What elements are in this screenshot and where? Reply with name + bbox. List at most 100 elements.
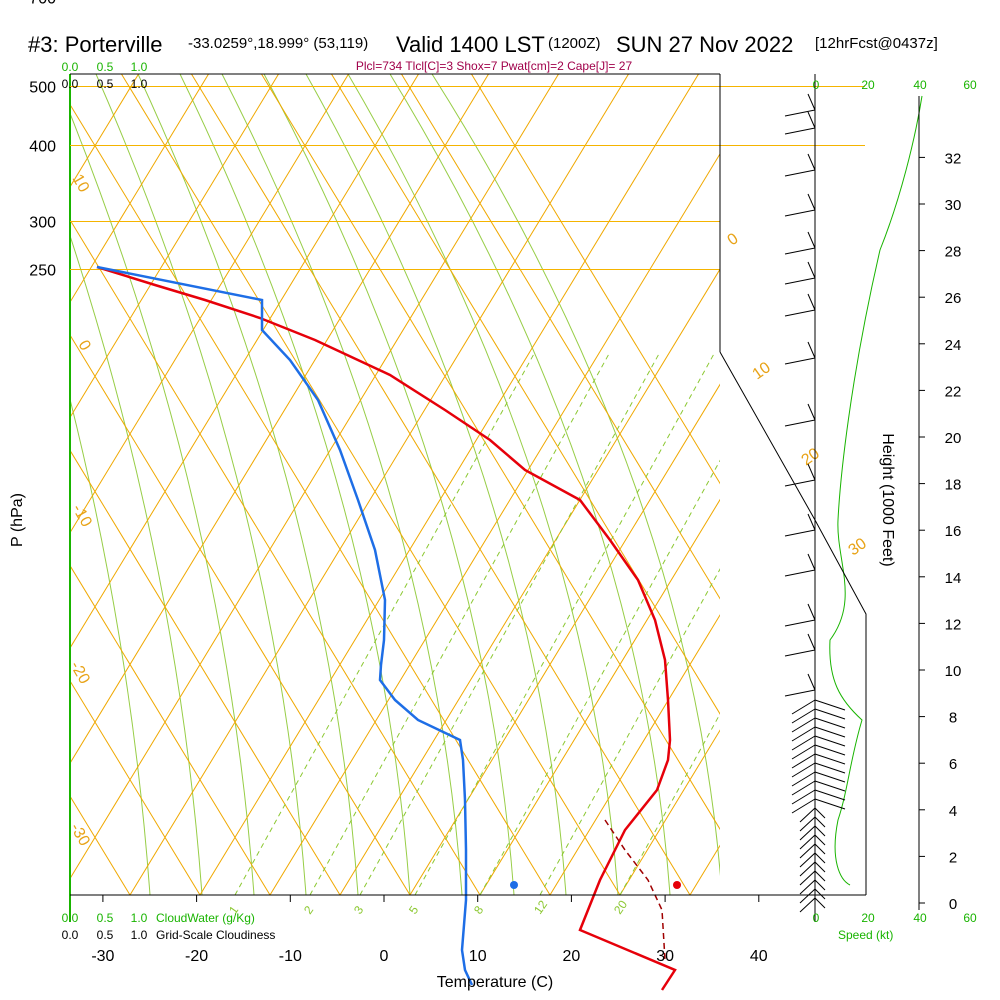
- x-axis-label: Temperature (C): [437, 974, 553, 991]
- wind-barb-staff: [784, 649, 816, 657]
- x-tick-label: -20: [185, 948, 208, 965]
- pressure-tick-label: 250: [29, 263, 56, 280]
- height-tick-label: 16: [945, 523, 962, 540]
- cw-bottom-tick-1: 0.5: [97, 911, 114, 925]
- height-tick-label: 12: [945, 616, 962, 633]
- height-tick-label: 26: [945, 290, 962, 307]
- cl-bottom-tick-1: 0.5: [97, 928, 114, 942]
- dry-adiabat-line: [970, 0, 1000, 895]
- wind-barb-staff: [799, 834, 816, 850]
- wind-barb-flag: [814, 834, 826, 846]
- wind-barb-flag: [814, 717, 846, 729]
- cl-top-tick-2: 1.0: [131, 77, 148, 91]
- mixing-ratio-label: 20: [611, 897, 630, 916]
- wind-barb-staff: [799, 897, 816, 913]
- speed-top-tick-2: 40: [913, 78, 927, 92]
- dry-adiabat-line: [70, 74, 560, 880]
- height-tick-label: 10: [945, 663, 962, 680]
- wind-barb-staff: [791, 762, 816, 778]
- wind-barb-flag: [807, 153, 816, 171]
- wind-barb-staff: [791, 726, 816, 742]
- wind-barb-flag: [814, 861, 826, 873]
- dry-adiabat-label: 10: [750, 359, 774, 383]
- station-title: #3: Porterville: [28, 32, 163, 57]
- wind-barb-flag: [807, 403, 816, 421]
- pressure-tick-label: 700: [29, 0, 56, 8]
- wind-barb-flag: [807, 261, 816, 279]
- wind-barb-flag: [807, 293, 816, 311]
- wind-barb-flag: [807, 603, 816, 621]
- isotherm-line: [70, 564, 271, 895]
- wind-barb-flag: [814, 798, 846, 810]
- wind-barb-flag: [814, 753, 846, 765]
- height-tick-label: 32: [945, 150, 962, 167]
- height-tick-label: 24: [945, 337, 962, 354]
- dry-adiabat-line: [0, 0, 190, 895]
- wind-barb-staff: [799, 888, 816, 904]
- height-tick-label: 6: [949, 756, 957, 773]
- speed-top-tick-0: 0: [813, 78, 820, 92]
- wind-barb-staff: [791, 780, 816, 796]
- wind-barb-staff: [799, 852, 816, 868]
- wind-barb-flag: [814, 744, 846, 756]
- height-tick-label: 0: [949, 896, 957, 913]
- isotherm-line: [70, 334, 411, 895]
- wind-barb-flag: [807, 341, 816, 359]
- mixing-ratio-label: 8: [471, 903, 486, 917]
- isotherm-line: [470, 74, 720, 485]
- mixing-ratio-line: [539, 568, 720, 895]
- wind-barb-staff: [791, 753, 816, 769]
- speed-bottom-tick-0: 0: [813, 911, 820, 925]
- wind-barb-flag: [807, 193, 816, 211]
- valid-time-z: (1200Z): [548, 35, 601, 52]
- speed-top-tick-1: 20: [861, 78, 875, 92]
- dry-adiabat-label: 0: [725, 230, 742, 249]
- height-axis-label: Height (1000 Feet): [879, 433, 896, 566]
- mixing-ratio-line: [309, 351, 611, 895]
- isotherm-line: [260, 74, 720, 831]
- wind-barb-staff: [784, 529, 816, 537]
- wind-barb-flag: [814, 870, 826, 882]
- mixing-ratio-line: [359, 351, 661, 895]
- dry-adiabat-label: 10: [69, 172, 93, 196]
- speed-bottom-tick-2: 40: [913, 911, 927, 925]
- wind-barb-flag: [814, 852, 826, 864]
- wind-barb-flag: [807, 513, 816, 531]
- wind-barb-staff: [799, 843, 816, 859]
- mixing-ratio-label: 12: [531, 897, 550, 916]
- dry-adiabat-line: [409, 383, 720, 895]
- height-tick-label: 30: [945, 197, 962, 214]
- wind-barb-staff: [799, 825, 816, 841]
- height-tick-label: 20: [945, 430, 962, 447]
- moist-adiabat-line: [179, 74, 411, 895]
- plot-diagonal-border: [719, 351, 867, 895]
- x-tick-label: 40: [750, 948, 768, 965]
- moist-adiabat-line: [305, 74, 567, 895]
- surface-temperature-dot: [673, 881, 681, 889]
- wind-barb-staff: [799, 816, 816, 832]
- wind-barb-flag: [814, 771, 846, 783]
- isotherm-line: [330, 74, 720, 715]
- dry-adiabat-label: 30: [846, 535, 870, 559]
- moist-adiabat-line: [70, 234, 203, 895]
- wind-barb-staff: [784, 419, 816, 427]
- cw-top-tick-1: 0.5: [97, 60, 114, 74]
- pressure-tick-label: 500: [29, 80, 56, 97]
- mixing-ratio-line: [619, 712, 720, 895]
- cl-top-tick-1: 0.5: [97, 77, 114, 91]
- wind-speed-profile: [829, 95, 923, 886]
- wind-barb-staff: [791, 708, 816, 724]
- speed-bottom-tick-3: 60: [963, 911, 977, 925]
- wind-barb-staff: [791, 717, 816, 733]
- wind-barb-flag: [814, 735, 846, 747]
- cw-top-tick-2: 1.0: [131, 60, 148, 74]
- wind-barb-staff: [784, 127, 816, 135]
- cl-bottom-tick-0: 0.0: [62, 928, 79, 942]
- speed-bottom-tick-1: 20: [861, 911, 875, 925]
- wind-barb-flag: [814, 789, 846, 801]
- wind-barb-flag: [807, 553, 816, 571]
- wind-barbs: [784, 93, 846, 913]
- parcel-trace: [604, 819, 666, 961]
- wind-barb-staff: [784, 309, 816, 317]
